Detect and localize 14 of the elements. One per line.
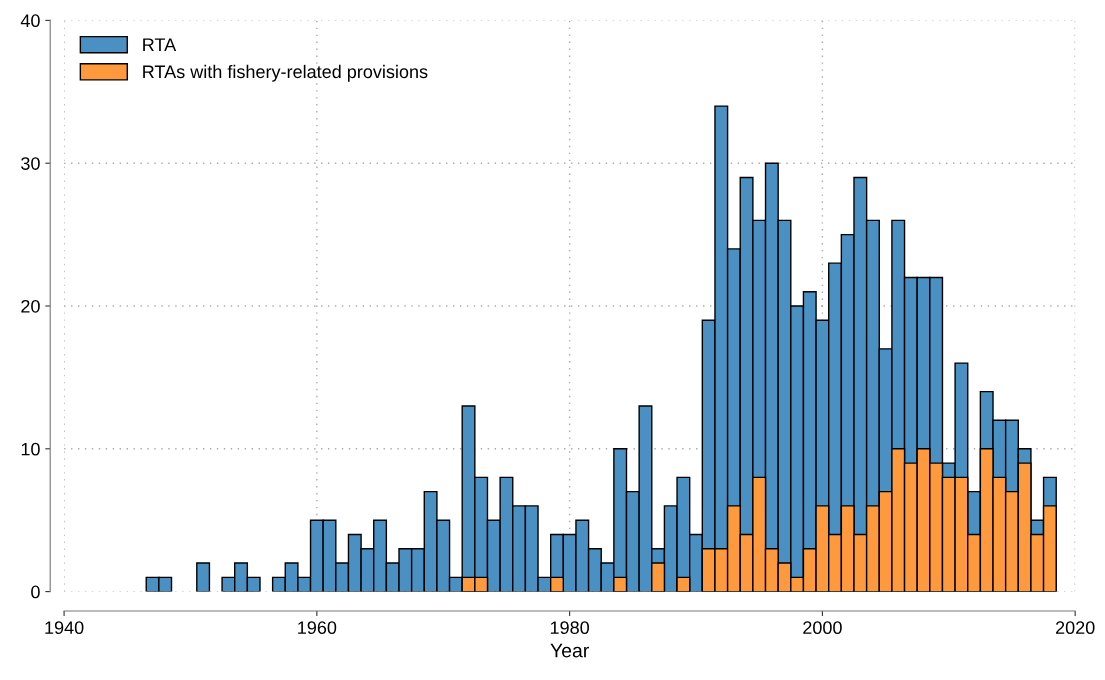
x-tick-label: 1980 xyxy=(550,621,590,635)
legend-label: RTAs with fishery-related provisions xyxy=(143,64,428,82)
bar xyxy=(196,562,211,592)
legend-label: RTA xyxy=(143,38,177,51)
y-tick-label: 10 xyxy=(21,442,40,456)
x-axis-title: Year xyxy=(550,643,589,658)
x-tick-label: 2020 xyxy=(1055,621,1095,635)
y-tick-label: 20 xyxy=(21,299,40,313)
y-tick-label: 30 xyxy=(21,157,40,170)
y-tick-label: 40 xyxy=(20,14,40,28)
y-tick-label: 0 xyxy=(31,585,40,599)
x-tick-label: 1960 xyxy=(298,621,337,635)
x-tick-label: 1940 xyxy=(45,621,84,635)
x-tick-label: 2000 xyxy=(803,621,842,635)
